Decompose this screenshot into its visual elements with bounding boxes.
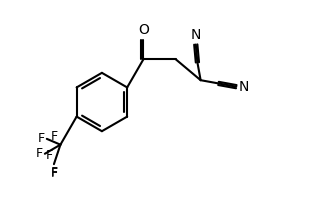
- Text: F: F: [51, 167, 58, 180]
- Text: F: F: [46, 149, 53, 162]
- Text: O: O: [138, 23, 149, 37]
- Text: F: F: [36, 147, 43, 160]
- Text: N: N: [239, 80, 249, 94]
- Text: N: N: [191, 28, 201, 42]
- Text: F: F: [51, 130, 58, 143]
- Text: F: F: [38, 132, 45, 145]
- Text: F: F: [50, 166, 58, 179]
